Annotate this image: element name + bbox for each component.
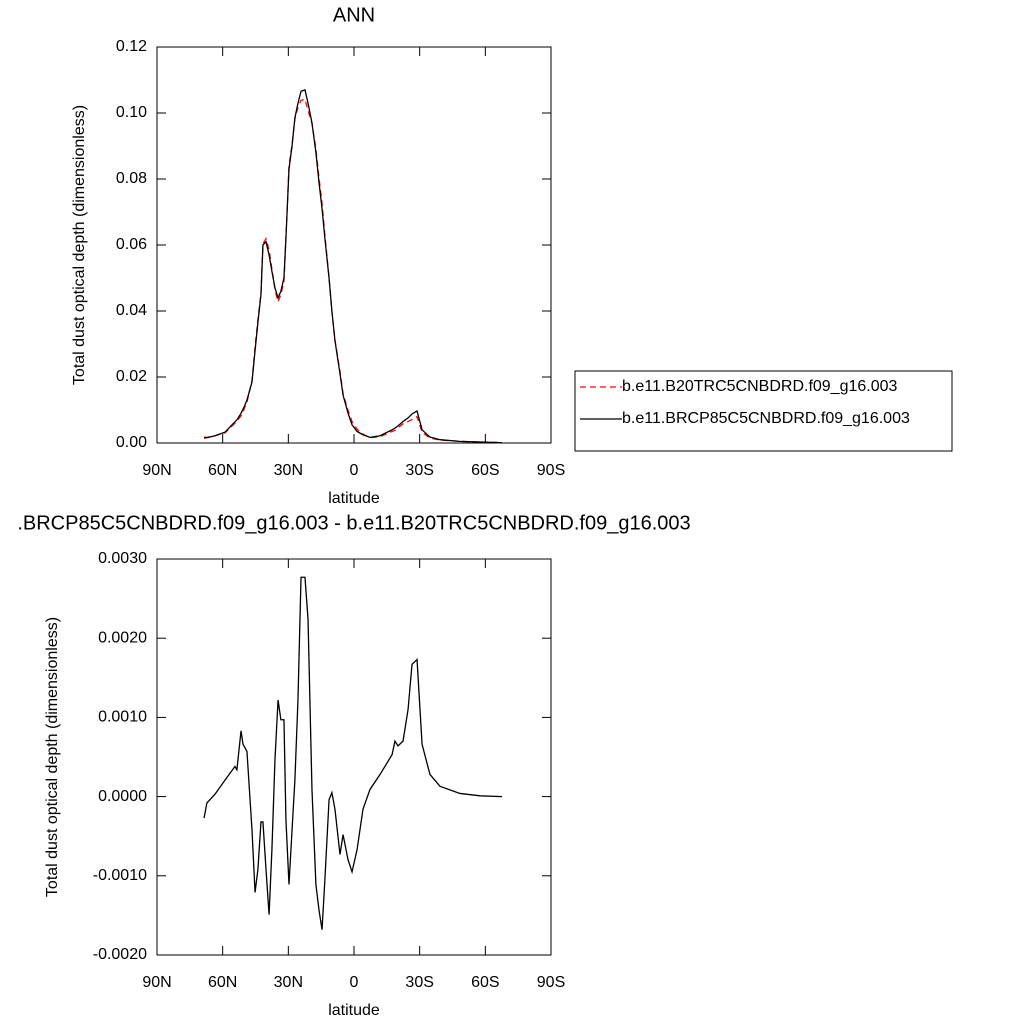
x-tick-label: 30S xyxy=(405,974,433,991)
y-tick-label: 0.08 xyxy=(116,170,147,187)
y-tick-label: 0.04 xyxy=(116,302,147,319)
plot-frame xyxy=(156,46,552,444)
x-tick-label: 90N xyxy=(142,974,171,991)
y-tick-label: 0.06 xyxy=(116,236,147,253)
y-axis-label: Total dust optical depth (dimensionless) xyxy=(71,105,88,385)
y-tick-label: 0.0030 xyxy=(98,550,147,567)
y-tick-label: 0.0000 xyxy=(98,788,147,805)
y-tick-label: 0.10 xyxy=(116,104,147,121)
x-tick-label: 90S xyxy=(537,974,565,991)
x-tick-label: 30N xyxy=(274,462,303,479)
x-tick-label: 60N xyxy=(208,462,237,479)
y-tick-label: 0.12 xyxy=(116,38,147,55)
y-tick-label: 0.02 xyxy=(116,368,147,385)
plot-frame xyxy=(156,558,552,956)
chart-title: ANN xyxy=(333,4,375,26)
legend-label: b.e11.BRCP85C5CNBDRD.f09_g16.003 xyxy=(622,410,910,427)
x-tick-label: 90S xyxy=(537,462,565,479)
y-tick-label: 0.00 xyxy=(116,434,147,451)
y-tick-label: 0.0010 xyxy=(98,709,147,726)
x-tick-label: 90N xyxy=(142,462,171,479)
x-tick-label: 30N xyxy=(274,974,303,991)
x-tick-label: 0 xyxy=(350,462,359,479)
x-axis-label: latitude xyxy=(328,490,380,507)
x-tick-label: 60S xyxy=(471,462,499,479)
x-tick-label: 30S xyxy=(405,462,433,479)
legend-label: b.e11.B20TRC5CNBDRD.f09_g16.003 xyxy=(622,378,898,395)
x-tick-label: 0 xyxy=(350,974,359,991)
data-line xyxy=(203,98,502,444)
legend-box xyxy=(574,370,953,452)
chart-title: .BRCP85C5CNBDRD.f09_g16.003 - b.e11.B20T… xyxy=(17,512,690,534)
x-tick-label: 60N xyxy=(208,974,237,991)
x-axis-label: latitude xyxy=(328,1002,380,1019)
x-tick-label: 60S xyxy=(471,974,499,991)
y-axis-label: Total dust optical depth (dimensionless) xyxy=(44,617,61,897)
y-tick-label: -0.0010 xyxy=(93,867,147,884)
data-line xyxy=(203,576,502,930)
data-line xyxy=(203,89,502,444)
y-tick-label: -0.0020 xyxy=(93,946,147,963)
y-tick-label: 0.0020 xyxy=(98,629,147,646)
